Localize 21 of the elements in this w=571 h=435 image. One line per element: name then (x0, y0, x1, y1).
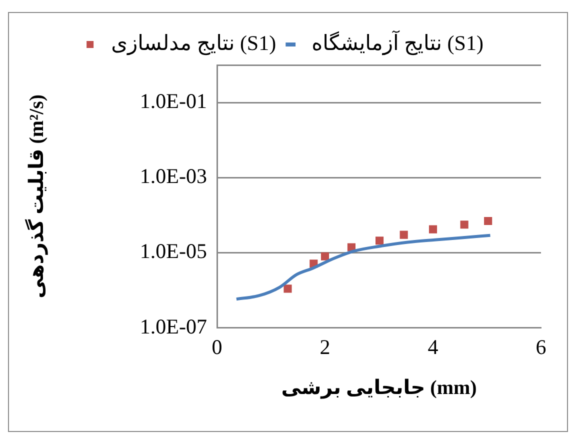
y-tick-label: 1.0E-05 (140, 239, 207, 264)
y-tick-label: 1.0E-03 (140, 164, 207, 188)
y-tick-label: 1.0E-07 (140, 314, 207, 338)
legend-label: نتایج آزمایشگاه (S1) (312, 30, 484, 56)
x-tick-label: 4 (428, 334, 439, 359)
x-tick-label: 6 (536, 334, 546, 359)
x-tick-label: 2 (320, 334, 330, 359)
point (400, 230, 408, 239)
point (320, 252, 330, 260)
point (284, 284, 292, 293)
y-tick-label: 1.0E-01 (140, 89, 207, 114)
point (428, 225, 438, 234)
x-tick-label: 0 (212, 334, 222, 359)
legend-label: نتایج مدلسازی (S1) (111, 31, 276, 56)
point (376, 236, 384, 245)
point (347, 243, 356, 252)
line-series (234, 234, 492, 301)
x-axis-title: جابجایی برشی (mm) (281, 377, 477, 400)
y-axis-title: قابلیت گذردهی (m²/s) (24, 94, 48, 298)
point (460, 220, 468, 229)
point (484, 216, 492, 226)
